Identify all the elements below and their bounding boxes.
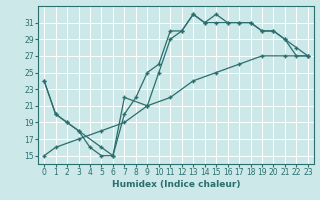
- X-axis label: Humidex (Indice chaleur): Humidex (Indice chaleur): [112, 180, 240, 189]
